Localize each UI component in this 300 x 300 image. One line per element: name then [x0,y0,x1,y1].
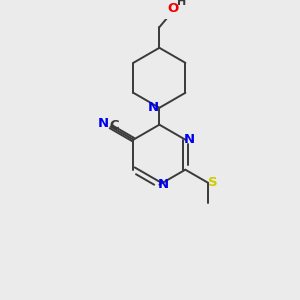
Text: N: N [98,117,109,130]
Text: N: N [158,178,169,191]
Text: N: N [184,133,195,146]
Text: N: N [147,101,158,114]
Text: C: C [110,119,119,132]
Text: O: O [167,2,178,15]
Text: H: H [177,0,187,7]
Text: S: S [208,176,218,189]
